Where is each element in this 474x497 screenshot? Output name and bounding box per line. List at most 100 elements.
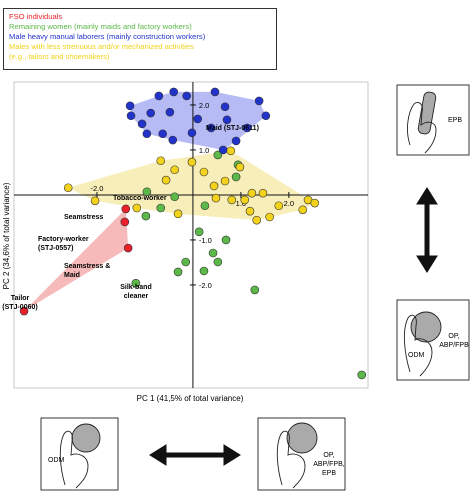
point bbox=[210, 87, 220, 97]
point bbox=[170, 192, 179, 202]
point bbox=[265, 212, 274, 222]
legend: FSO individuals Remaining women (mainly m… bbox=[3, 8, 277, 70]
point bbox=[156, 156, 166, 166]
x-tick-label: 1.0 bbox=[236, 199, 246, 208]
point bbox=[19, 306, 29, 316]
point bbox=[63, 183, 73, 193]
panel-label: ABP/FPB bbox=[439, 342, 469, 349]
point bbox=[227, 195, 237, 205]
point bbox=[137, 119, 147, 129]
point bbox=[182, 91, 191, 101]
point bbox=[168, 135, 178, 145]
point bbox=[173, 209, 183, 219]
point bbox=[123, 243, 133, 253]
point bbox=[132, 203, 142, 213]
point bbox=[247, 188, 257, 198]
point bbox=[231, 172, 241, 182]
point bbox=[142, 187, 152, 197]
point bbox=[187, 128, 197, 138]
point bbox=[250, 285, 260, 295]
panel-label: EPB bbox=[448, 117, 462, 124]
point bbox=[158, 129, 167, 139]
y-tick-label: 1.0 bbox=[199, 146, 209, 155]
y-tick-label: 2.0 bbox=[199, 101, 209, 110]
point-annotation: Factory-worker bbox=[38, 236, 89, 243]
point bbox=[242, 123, 252, 133]
x-tick-label: 2.0 bbox=[284, 199, 294, 208]
point bbox=[310, 198, 320, 208]
point bbox=[258, 188, 268, 198]
point bbox=[181, 257, 191, 267]
legend-entry: Male heavy manual laborers (mainly const… bbox=[9, 32, 206, 41]
panel-label: ODM bbox=[48, 457, 65, 464]
double-arrow bbox=[149, 187, 438, 466]
legend-entry: Remaining women (mainly maids and factor… bbox=[9, 22, 192, 31]
point bbox=[261, 111, 271, 121]
point bbox=[218, 145, 228, 155]
point bbox=[173, 267, 183, 277]
panel-box bbox=[40, 84, 470, 491]
panel-label: OP, bbox=[323, 452, 334, 459]
y-axis-label: PC 2 (34,6% of total variance) bbox=[2, 182, 11, 289]
point bbox=[274, 201, 284, 211]
point bbox=[194, 227, 204, 237]
point bbox=[213, 257, 223, 267]
group-hull bbox=[24, 208, 129, 312]
point-annotation: Maid bbox=[64, 272, 80, 279]
point-annotation: cleaner bbox=[124, 293, 149, 300]
point bbox=[193, 114, 203, 124]
point bbox=[235, 162, 245, 172]
point bbox=[220, 176, 230, 186]
point bbox=[199, 266, 209, 276]
hand-icon bbox=[59, 91, 442, 489]
point bbox=[200, 201, 210, 211]
point bbox=[206, 123, 216, 133]
point bbox=[120, 217, 130, 227]
point bbox=[245, 206, 255, 216]
point-annotation: Seamstress & bbox=[64, 263, 110, 270]
point bbox=[187, 157, 197, 167]
point bbox=[213, 150, 223, 160]
point bbox=[231, 136, 241, 146]
point-annotation: Maid (STJ-0611) bbox=[206, 125, 259, 132]
point bbox=[154, 91, 164, 101]
point bbox=[156, 203, 166, 213]
point bbox=[211, 193, 221, 203]
point bbox=[208, 248, 218, 258]
point-annotation: Tailor bbox=[11, 295, 30, 302]
panel-label: OP, bbox=[448, 333, 459, 340]
point bbox=[254, 96, 264, 106]
panel-label: ABP/FPB, bbox=[313, 461, 345, 468]
point bbox=[90, 196, 100, 206]
panel-label: ODM bbox=[408, 352, 425, 359]
x-tick-label: -2.0 bbox=[91, 184, 104, 193]
point bbox=[126, 111, 136, 121]
point-annotation: (STJ-0060) bbox=[2, 304, 37, 311]
point bbox=[222, 115, 232, 125]
group-hull bbox=[68, 150, 315, 221]
y-tick-label: -1.0 bbox=[199, 236, 212, 245]
plot-frame bbox=[13, 81, 369, 389]
point bbox=[169, 87, 179, 97]
point bbox=[357, 370, 367, 380]
point bbox=[165, 107, 175, 117]
point bbox=[146, 108, 156, 118]
point bbox=[226, 146, 236, 156]
panel-label: EPB bbox=[322, 470, 336, 477]
point-annotation: (STJ-0557) bbox=[38, 245, 73, 252]
point bbox=[252, 215, 262, 225]
point bbox=[199, 167, 209, 177]
y-tick-label: -2.0 bbox=[199, 281, 212, 290]
point bbox=[220, 102, 230, 112]
point bbox=[221, 235, 231, 245]
point bbox=[161, 175, 171, 185]
point-annotation: Seamstress bbox=[64, 214, 103, 221]
point bbox=[240, 195, 250, 205]
point bbox=[209, 181, 219, 191]
legend-entry: Males with less strenuous and/or mechani… bbox=[9, 42, 194, 61]
point bbox=[142, 129, 152, 139]
point bbox=[170, 165, 179, 175]
legend-entry: FSO individuals bbox=[9, 12, 63, 21]
